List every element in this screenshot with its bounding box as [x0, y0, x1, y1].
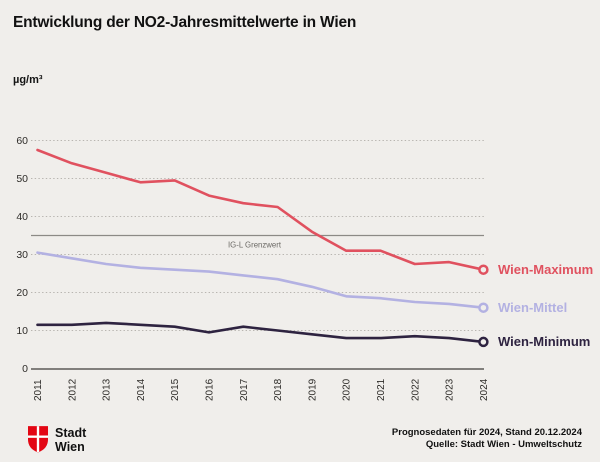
marker-wien-mittel — [478, 302, 489, 313]
x-tick-2017: 2017 — [239, 378, 250, 401]
footer-note-line1: Prognosedaten für 2024, Stand 20.12.2024 — [391, 427, 582, 438]
logo-wordmark-line1: Stadt — [55, 426, 87, 440]
x-tick-2019: 2019 — [307, 378, 318, 401]
x-tick-2015: 2015 — [170, 378, 181, 401]
logo-cross-horizontal — [28, 435, 48, 438]
footer: Stadt Wien Prognosedaten für 2024, Stand… — [0, 420, 600, 462]
y-tick-20: 20 — [16, 287, 28, 299]
marker-wien-maximum — [478, 264, 489, 275]
x-tick-2024: 2024 — [479, 378, 490, 401]
x-tick-2020: 2020 — [342, 378, 353, 401]
footer-note-line2: Quelle: Stadt Wien - Umweltschutz — [425, 439, 582, 451]
y-axis-unit-label: µg/m³ — [13, 74, 43, 86]
x-tick-2011: 2011 — [33, 379, 44, 401]
y-tick-10: 10 — [16, 325, 28, 337]
legend-wien-mittel: Wien-Mittel — [498, 299, 568, 315]
line-wien-minimum — [36, 321, 485, 344]
logo-wordmark: Stadt Wien — [55, 426, 87, 454]
y-tick-50: 50 — [16, 173, 28, 185]
x-tick-2012: 2012 — [67, 378, 78, 401]
x-tick-2021: 2021 — [376, 378, 387, 401]
x-tick-2018: 2018 — [273, 378, 284, 401]
footer-note: Prognosedaten für 2024, Stand 20.12.2024… — [392, 427, 582, 452]
x-tick-2013: 2013 — [102, 378, 113, 401]
igl-grenzwert-label: IG-L Grenzwert — [228, 241, 282, 250]
stadt-wien-logo — [28, 426, 48, 453]
x-tick-2022: 2022 — [410, 378, 421, 401]
y-tick-30: 30 — [16, 249, 28, 261]
legend-wien-maximum: Wien-Maximum — [498, 261, 594, 277]
chart-title: Entwicklung der NO2-Jahresmittelwerte in… — [13, 14, 357, 31]
x-tick-2014: 2014 — [136, 378, 147, 401]
x-tick-2023: 2023 — [445, 378, 456, 401]
y-tick-0: 0 — [22, 363, 28, 375]
logo-cross-vertical — [36, 426, 40, 452]
y-tick-40: 40 — [16, 211, 28, 223]
y-tick-60: 60 — [16, 135, 28, 147]
x-tick-2016: 2016 — [205, 378, 216, 401]
line-wien-maximum — [36, 148, 485, 272]
line-wien-mittel — [36, 251, 485, 310]
legend-wien-minimum: Wien-Minimum — [498, 333, 591, 349]
logo-wordmark-line2: Wien — [55, 439, 85, 454]
marker-wien-minimum — [478, 336, 489, 348]
